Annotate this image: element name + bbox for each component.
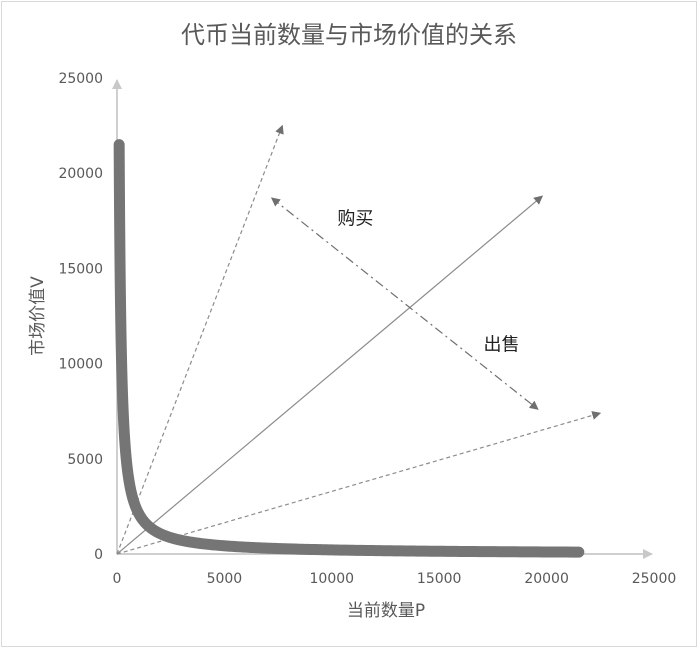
y-tick-label: 0 <box>94 547 103 563</box>
series-curve <box>113 139 585 558</box>
x-tick-label: 0 <box>113 571 122 587</box>
y-axis-title: 市场价值V <box>28 276 48 356</box>
x-axis-title: 当前数量P <box>347 601 425 621</box>
annotation-buy: 购买 <box>337 209 373 230</box>
x-tick-label: 15000 <box>417 571 462 587</box>
x-tick-label: 25000 <box>632 571 677 587</box>
x-tick-label: 20000 <box>524 571 569 587</box>
buy-sell-direction-arrow <box>270 197 539 410</box>
y-tick-labels: 0 5000 10000 15000 20000 25000 <box>58 71 103 563</box>
y-tick-label: 15000 <box>58 261 103 277</box>
y-tick-label: 25000 <box>58 71 103 87</box>
x-tick-label: 5000 <box>207 571 243 587</box>
reference-ray-1 <box>116 124 284 555</box>
annotation-sell: 出售 <box>483 334 519 355</box>
y-tick-label: 5000 <box>67 452 103 468</box>
x-tick-label: 10000 <box>310 571 355 587</box>
reference-rays <box>116 124 602 555</box>
reference-ray-3 <box>116 411 602 555</box>
x-tick-labels: 0 5000 10000 15000 20000 25000 <box>113 571 677 587</box>
reference-ray-2 <box>116 195 543 555</box>
y-tick-label: 10000 <box>58 357 103 373</box>
chart-title: 代币当前数量与市场价值的关系 <box>181 21 517 49</box>
y-tick-label: 20000 <box>58 166 103 182</box>
